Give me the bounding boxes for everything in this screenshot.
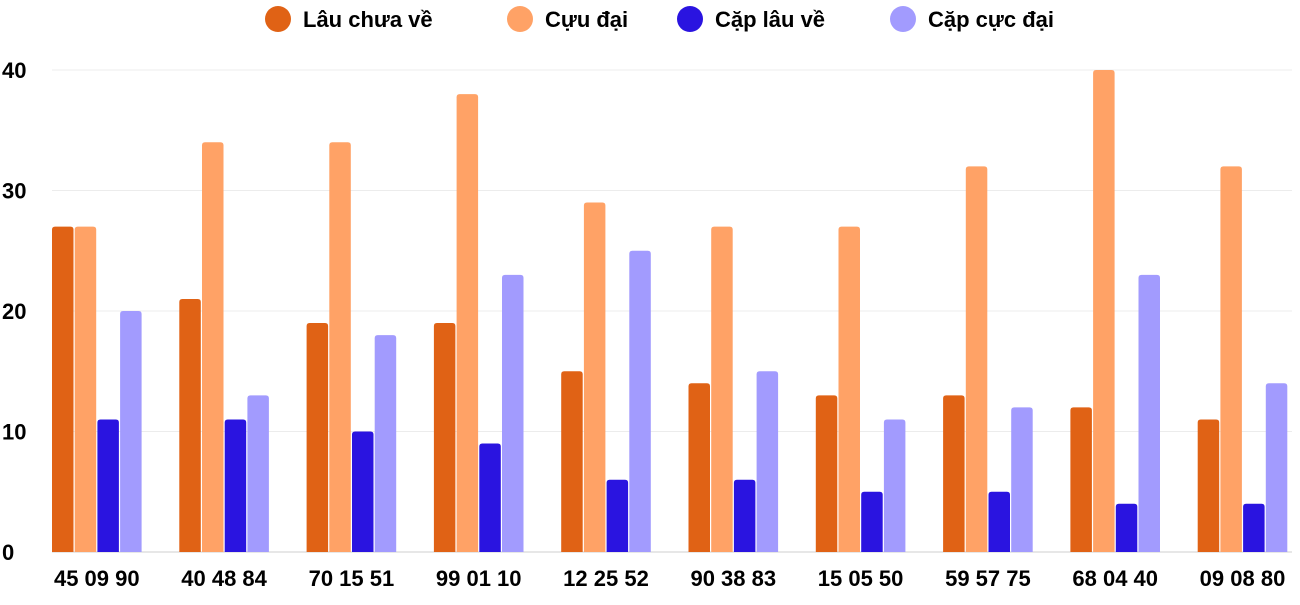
bar-3 — [479, 443, 501, 552]
legend-marker — [677, 6, 703, 32]
bar-3 — [352, 431, 374, 552]
bar-1 — [52, 226, 74, 552]
bar-4 — [756, 371, 779, 552]
legend-marker — [890, 6, 916, 32]
x-tick-label: 12 25 52 — [563, 566, 649, 591]
x-tick-label: 45 09 90 — [54, 566, 140, 591]
legend-label: Cựu đại — [545, 7, 628, 32]
bar-1 — [943, 395, 965, 552]
y-tick-label: 10 — [2, 420, 26, 445]
y-tick-label: 40 — [2, 58, 26, 83]
bar-3 — [733, 479, 756, 552]
bar-2 — [74, 226, 97, 552]
y-tick-label: 20 — [2, 299, 26, 324]
bar-4 — [374, 335, 397, 552]
bar-4 — [629, 250, 651, 552]
bar-2 — [202, 142, 224, 553]
bar-4 — [1138, 274, 1160, 552]
bar-4 — [883, 419, 906, 552]
bar-1 — [815, 395, 838, 552]
legend-marker — [507, 6, 533, 32]
x-tick-label: 59 57 75 — [945, 566, 1031, 591]
legend-label: Lâu chưa về — [303, 7, 433, 32]
bar-1 — [1197, 419, 1220, 552]
bar-2 — [1220, 166, 1242, 552]
x-tick-label: 68 04 40 — [1072, 566, 1158, 591]
y-tick-label: 0 — [2, 540, 14, 565]
bar-3 — [224, 419, 247, 552]
bar-4 — [120, 311, 142, 552]
legend-label: Cặp cực đại — [928, 7, 1054, 32]
bar-2 — [711, 226, 733, 552]
x-tick-label: 70 15 51 — [309, 566, 395, 591]
bar-4 — [1011, 407, 1033, 552]
bar-3 — [1115, 503, 1138, 552]
bar-1 — [688, 383, 710, 552]
bar-3 — [97, 419, 119, 552]
legend-marker — [265, 6, 291, 32]
bar-1 — [561, 371, 583, 552]
bar-1 — [1070, 407, 1092, 552]
bar-2 — [583, 202, 606, 553]
bar-3 — [606, 479, 629, 552]
legend-label: Cặp lâu về — [715, 7, 825, 32]
bar-4 — [1265, 383, 1288, 552]
y-tick-label: 30 — [2, 179, 26, 204]
bar-2 — [329, 142, 351, 553]
bar-3 — [988, 491, 1010, 552]
bar-2 — [965, 166, 988, 552]
bar-4 — [502, 274, 524, 552]
bar-3 — [1243, 503, 1265, 552]
x-tick-label: 99 01 10 — [436, 566, 522, 591]
bar-4 — [247, 395, 269, 552]
x-tick-label: 90 38 83 — [690, 566, 776, 591]
bar-3 — [861, 491, 883, 552]
bar-1 — [433, 323, 456, 552]
x-tick-label: 09 08 80 — [1200, 566, 1286, 591]
bar-2 — [838, 226, 860, 552]
x-tick-label: 15 05 50 — [818, 566, 904, 591]
bar-2 — [1093, 70, 1115, 552]
bar-2 — [456, 94, 479, 552]
bar-1 — [306, 323, 329, 552]
bar-1 — [179, 298, 201, 552]
x-tick-label: 40 48 84 — [181, 566, 267, 591]
